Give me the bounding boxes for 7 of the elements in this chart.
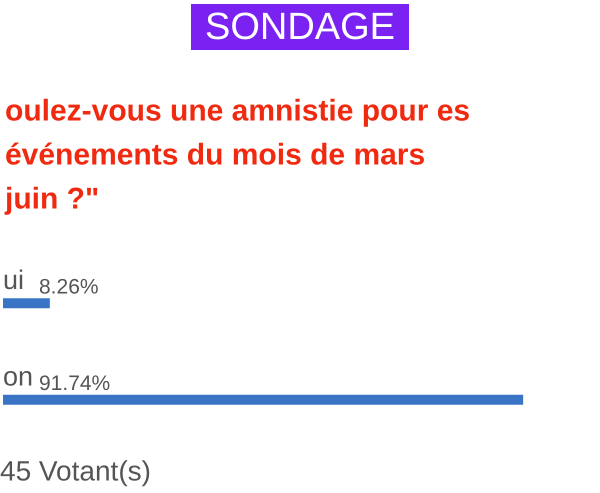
y-tick-label: on (3, 361, 34, 392)
data-label: 91.74% (39, 372, 110, 395)
y-tick-label: ui (3, 264, 24, 295)
chart-subtitle: oulez-vous une amnistie pour es événements du mois de mars juin ?" (4, 94, 478, 216)
data-label: 8.26% (39, 275, 99, 298)
chart-title: SONDAGE (204, 6, 396, 48)
text: 45 Votant(s) (0, 456, 151, 486)
